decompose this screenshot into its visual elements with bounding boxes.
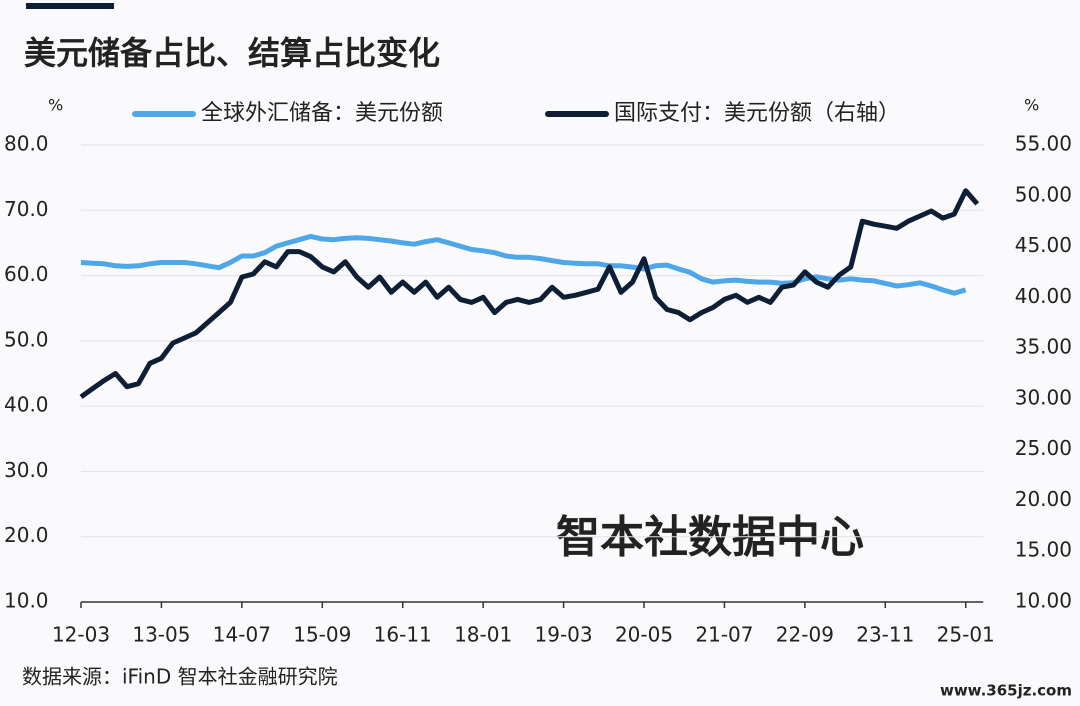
website: www.365jz.com: [940, 682, 1072, 700]
x-tick-label: 25-01: [937, 623, 995, 647]
y2-tick-label: 40.00: [1015, 284, 1072, 308]
y2-tick-label: 10.00: [1015, 589, 1072, 613]
y2-tick-label: 20.00: [1015, 487, 1072, 511]
y2-tick-label: 30.00: [1015, 385, 1072, 409]
y-tick-label: 60.0: [4, 262, 49, 286]
x-tick-label: 14-07: [213, 623, 271, 647]
y2-unit: %: [1024, 96, 1039, 115]
chart-title: 美元储备占比、结算占比变化: [24, 34, 440, 72]
x-tick-label: 20-05: [615, 623, 673, 647]
x-tick-label: 15-09: [293, 623, 351, 647]
x-tick-label: 21-07: [695, 623, 753, 647]
y-tick-label: 20.0: [4, 523, 49, 547]
x-tick-label: 23-11: [856, 623, 914, 647]
series-line: [79, 188, 980, 399]
y-tick-label: 30.0: [4, 458, 49, 482]
y2-tick-label: 55.00: [1015, 132, 1072, 156]
watermark: 智本社数据中心: [556, 512, 864, 563]
x-tick-label: 19-03: [535, 623, 593, 647]
y-tick-label: 80.0: [4, 132, 49, 156]
y2-tick-label: 15.00: [1015, 538, 1072, 562]
series-line: [80, 233, 967, 296]
y-unit: %: [48, 96, 63, 115]
y2-tick-label: 45.00: [1015, 233, 1072, 257]
x-tick-label: 16-11: [374, 623, 432, 647]
x-tick-label: 13-05: [132, 623, 190, 647]
y2-tick-label: 50.00: [1015, 182, 1072, 206]
legend-label: 国际支付：美元份额（右轴）: [614, 101, 900, 126]
legend-label: 全球外汇储备：美元份额: [201, 101, 443, 126]
source: 数据来源：iFinD 智本社金融研究院: [22, 665, 338, 689]
x-tick-label: 22-09: [776, 623, 834, 647]
x-tick-label: 18-01: [454, 623, 512, 647]
y-tick-label: 40.0: [4, 393, 49, 417]
x-tick-label: 12-03: [52, 623, 110, 647]
y-tick-label: 10.0: [4, 589, 49, 613]
y-tick-label: 50.0: [4, 327, 49, 351]
y2-tick-label: 35.00: [1015, 335, 1072, 359]
title-bar: [26, 3, 114, 9]
y2-tick-label: 25.00: [1015, 436, 1072, 460]
y-tick-label: 70.0: [4, 197, 49, 221]
